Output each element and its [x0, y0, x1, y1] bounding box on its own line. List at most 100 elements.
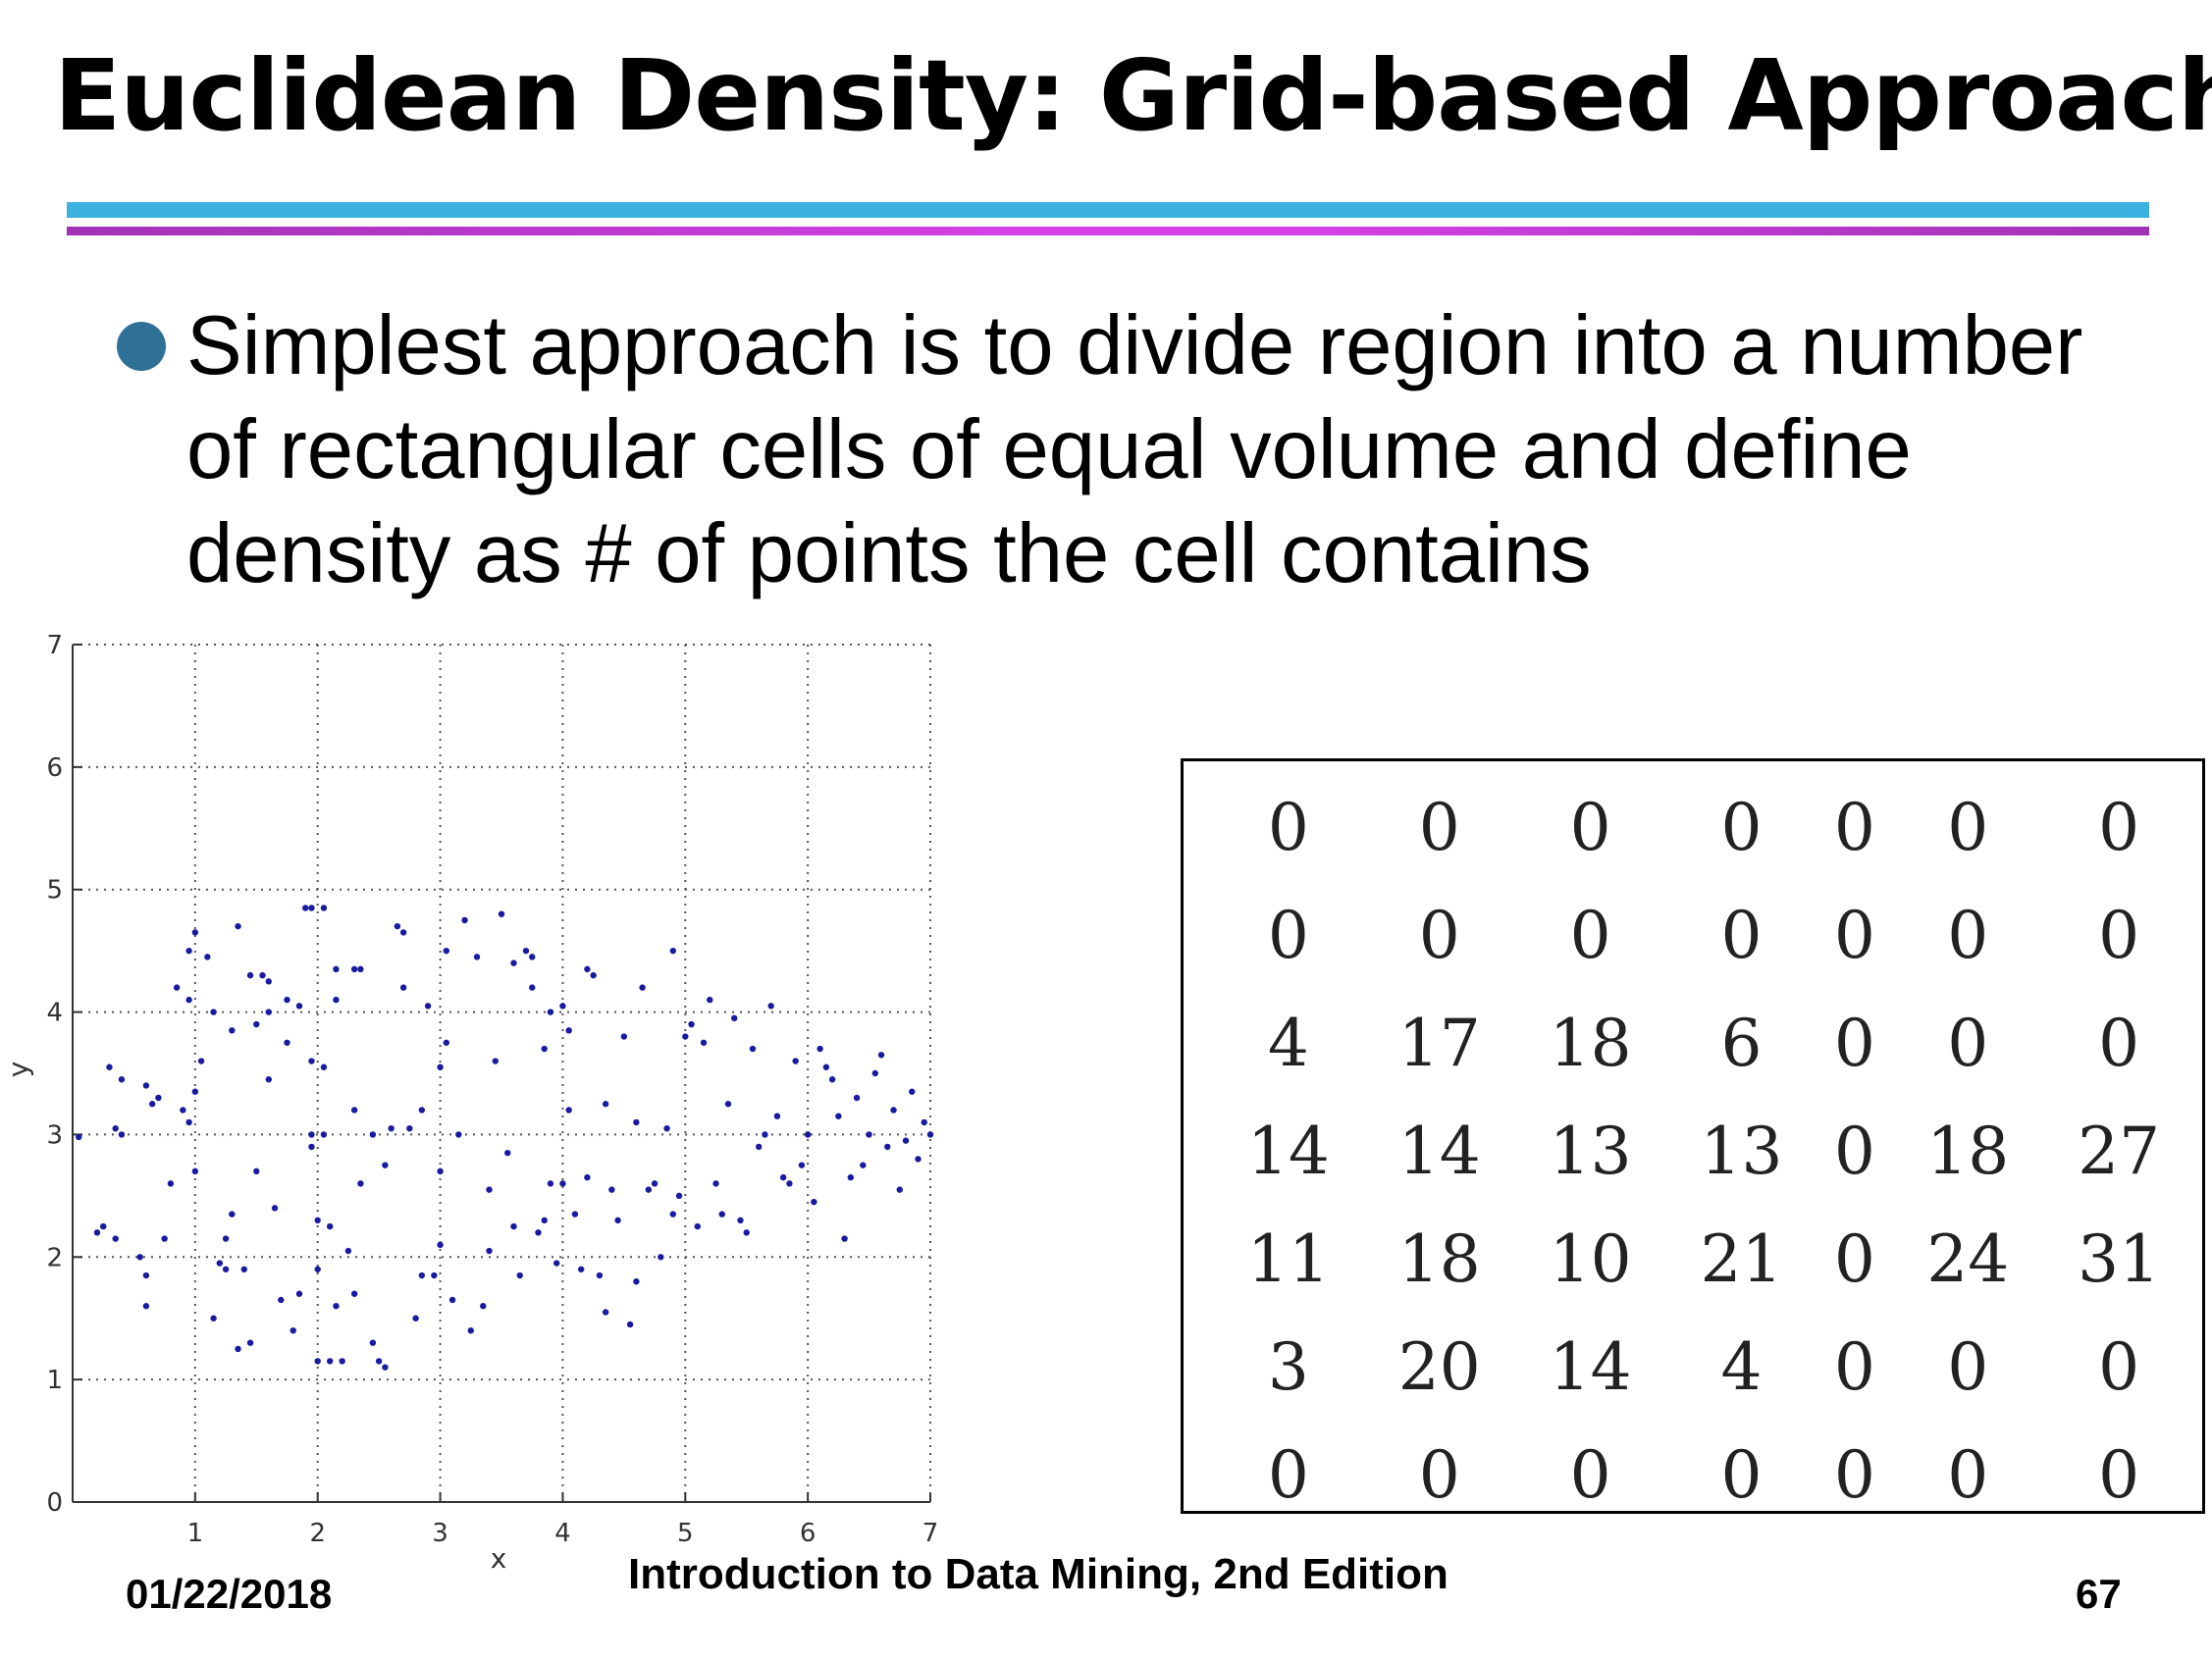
data-point [602, 1309, 609, 1316]
data-point [295, 1290, 303, 1297]
data-point [350, 1107, 358, 1114]
data-point [443, 1039, 450, 1046]
data-point [271, 1205, 279, 1212]
data-point [792, 1058, 799, 1064]
data-point [645, 1186, 653, 1193]
data-point [382, 1162, 389, 1168]
x-tick-label: 5 [677, 1519, 694, 1548]
data-point [547, 1009, 554, 1015]
footer-course-title: Introduction to Data Mining, 2nd Edition [628, 1550, 1448, 1598]
x-tick-label: 4 [554, 1519, 571, 1548]
data-point [682, 1033, 689, 1040]
data-point [602, 1101, 609, 1108]
data-point [571, 1211, 579, 1218]
matrix-cell: 18 [1397, 1220, 1481, 1297]
data-point [100, 1222, 107, 1230]
data-point [565, 1027, 572, 1034]
y-tick-label: 6 [46, 753, 63, 783]
footer-page-number: 67 [2076, 1571, 2122, 1617]
data-point [118, 1076, 126, 1083]
data-point [185, 947, 192, 955]
matrix-cell: 0 [1947, 1436, 1989, 1513]
matrix-cell: 0 [1947, 1328, 1989, 1405]
data-point [320, 1063, 328, 1070]
data-point [437, 1167, 444, 1175]
data-point [921, 1118, 927, 1126]
y-tick-label: 2 [46, 1243, 63, 1272]
matrix-cell: 0 [1720, 789, 1763, 865]
data-point [866, 1131, 872, 1138]
matrix-cell: 0 [1569, 789, 1611, 865]
data-point [737, 1217, 744, 1224]
data-point [847, 1173, 855, 1181]
data-point [185, 996, 192, 1004]
x-tick-label: 7 [922, 1519, 939, 1548]
data-point [884, 1143, 891, 1151]
data-point [204, 954, 211, 960]
data-point [308, 905, 315, 911]
data-point [148, 1101, 156, 1108]
matrix-cell: 0 [2098, 1005, 2140, 1081]
data-point [804, 1131, 812, 1138]
matrix-cell: 0 [2098, 789, 2140, 865]
matrix-cell: 14 [1397, 1113, 1481, 1189]
data-point [633, 1278, 640, 1285]
data-point [743, 1229, 750, 1236]
matrix-cell: 27 [2078, 1113, 2161, 1189]
data-point [529, 954, 536, 960]
matrix-cell: 0 [1720, 1436, 1763, 1513]
data-point [529, 984, 536, 991]
data-point [106, 1063, 113, 1070]
data-point [811, 1198, 817, 1206]
x-axis-label: x [491, 1542, 507, 1575]
matrix-row: 14 14 13 13 0 18 27 [1213, 1097, 2194, 1205]
data-point [658, 1254, 664, 1261]
data-point [320, 1131, 328, 1138]
matrix-row: 11 18 10 21 0 24 31 [1213, 1205, 2194, 1313]
data-point [535, 1229, 542, 1236]
matrix-cell: 13 [1549, 1113, 1632, 1189]
matrix-cell: 24 [1926, 1220, 2010, 1297]
matrix-cell: 20 [1397, 1328, 1481, 1405]
data-point [357, 965, 364, 973]
data-point [779, 1173, 787, 1181]
data-point [902, 1137, 910, 1144]
data-point [492, 1058, 499, 1064]
matrix-cell: 14 [1549, 1328, 1632, 1405]
matrix-cell: 0 [1569, 897, 1611, 973]
data-point [112, 1124, 119, 1132]
data-point [639, 984, 646, 991]
y-tick-label: 5 [46, 876, 63, 906]
matrix-cell: 0 [1833, 897, 1875, 973]
data-point [731, 1014, 738, 1022]
data-point [388, 1124, 395, 1132]
matrix-cell: 0 [1569, 1436, 1611, 1513]
x-tick-label: 6 [800, 1519, 816, 1548]
matrix-row: 4 17 18 6 0 0 0 [1213, 989, 2194, 1097]
data-point [522, 947, 530, 955]
title-rule-purple [67, 227, 2149, 235]
data-point [302, 905, 309, 911]
data-point [229, 1211, 236, 1218]
data-point [841, 1235, 848, 1242]
data-point [314, 1217, 321, 1224]
data-point [235, 922, 241, 930]
data-point [835, 1113, 842, 1119]
data-point [486, 1247, 493, 1255]
data-point [926, 1131, 934, 1138]
matrix-cell: 0 [1833, 1005, 1875, 1081]
data-point [350, 965, 358, 973]
data-point [327, 1222, 334, 1230]
data-point [118, 1131, 126, 1138]
data-point [327, 1358, 334, 1365]
data-point [399, 984, 407, 991]
data-point [480, 1303, 487, 1310]
data-point [590, 971, 597, 979]
data-point [455, 1131, 462, 1138]
matrix-cell: 31 [2078, 1220, 2161, 1297]
data-point [375, 1358, 383, 1365]
matrix-cell: 6 [1720, 1005, 1763, 1081]
data-point [235, 1345, 241, 1353]
data-point [197, 1058, 205, 1064]
